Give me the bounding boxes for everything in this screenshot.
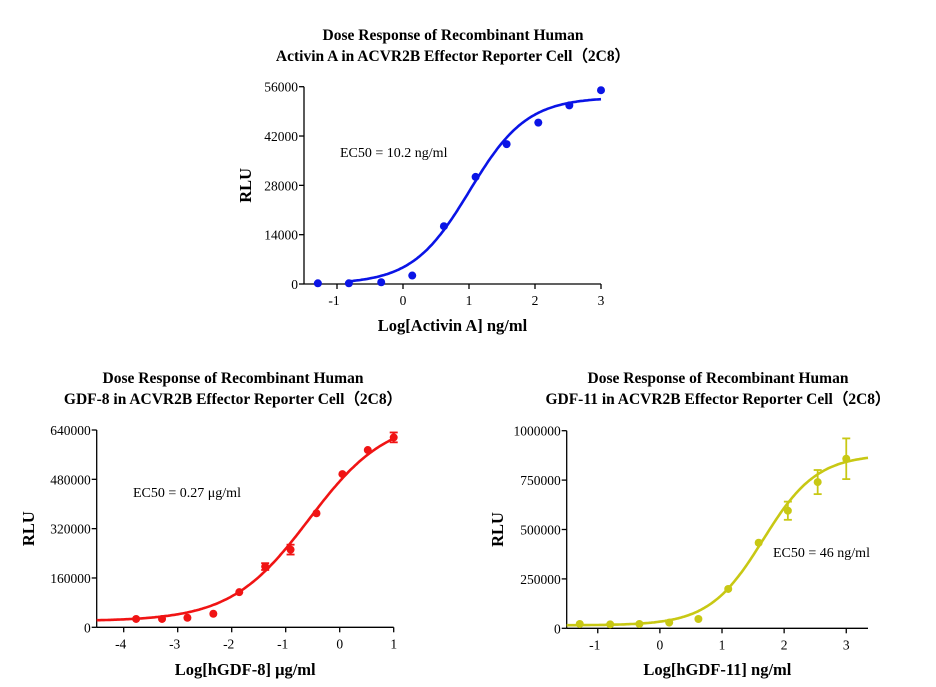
data-point [408, 271, 417, 280]
y-tick-label: 500000 [520, 523, 561, 538]
y-tick-label: 0 [291, 277, 298, 292]
x-tick-label: 3 [843, 637, 850, 652]
y-tick-label: 640000 [50, 423, 91, 438]
data-point [502, 140, 511, 149]
data-point [338, 470, 347, 479]
x-tick-label: 1 [390, 636, 397, 651]
y-tick-label: 42000 [264, 129, 298, 144]
chart-1: Dose Response of Recombinant Human Activi… [236, 27, 630, 335]
y-axis-label: RLU [236, 168, 255, 203]
x-tick-label: 1 [719, 637, 726, 652]
y-tick-label: 1000000 [513, 424, 561, 439]
data-point [813, 478, 822, 487]
data-point [606, 620, 615, 629]
x-tick-label: 3 [598, 293, 605, 308]
data-point [665, 618, 674, 627]
x-tick-label: -4 [115, 636, 126, 651]
x-tick-label: 0 [336, 636, 343, 651]
data-point [471, 172, 480, 181]
data-point [132, 614, 141, 623]
y-axis-label: RLU [19, 511, 38, 546]
x-tick-label: 1 [466, 293, 473, 308]
ec50-annotation: EC50 = 10.2 ng/ml [340, 146, 448, 161]
data-point [439, 222, 448, 231]
data-point [158, 614, 167, 623]
x-axis-label: Log[hGDF-8] μg/ml [175, 660, 316, 679]
fit-curve [96, 437, 395, 622]
x-tick-label: 0 [400, 293, 407, 308]
x-axis-label: Log[Activin A] ng/ml [378, 316, 528, 335]
x-tick-label: -2 [223, 636, 234, 651]
y-tick-label: 28000 [264, 178, 298, 193]
data-point [363, 446, 372, 455]
data-point [575, 619, 584, 628]
data-point [597, 86, 605, 95]
chart-3: Dose Response of Recombinant Human GDF-11… [488, 370, 891, 679]
x-tick-label: 2 [781, 637, 788, 652]
x-tick-label: -1 [277, 636, 288, 651]
chart-title-line: Dose Response of Recombinant Human [588, 370, 849, 387]
data-point [261, 562, 270, 571]
chart-2: Dose Response of Recombinant Human GDF-8 … [19, 370, 402, 679]
chart-title-line: GDF-8 in ACVR2B Effector Reporter Cell（2… [64, 390, 402, 408]
y-tick-label: 56000 [264, 80, 298, 95]
chart-title-line: Dose Response of Recombinant Human [103, 370, 364, 387]
data-point [235, 588, 244, 597]
chart-title-line: Dose Response of Recombinant Human [323, 27, 584, 44]
x-tick-label: -1 [328, 293, 339, 308]
data-point [534, 118, 543, 127]
y-tick-label: 320000 [50, 522, 91, 537]
data-point [312, 509, 321, 518]
chart-title-line: GDF-11 in ACVR2B Effector Reporter Cell（… [545, 390, 890, 408]
y-tick-label: 480000 [50, 472, 91, 487]
y-tick-label: 0 [554, 621, 561, 636]
ec50-annotation: EC50 = 0.27 μg/ml [133, 486, 241, 501]
data-point [377, 278, 386, 287]
data-point [694, 615, 703, 624]
fit-curve [347, 97, 602, 283]
data-point [389, 433, 398, 442]
data-point [842, 454, 851, 463]
x-tick-label: -3 [169, 636, 180, 651]
y-tick-label: 750000 [520, 473, 561, 488]
y-axis-label: RLU [488, 512, 507, 547]
x-axis-label: Log[hGDF-11] ng/ml [643, 660, 791, 679]
y-tick-label: 0 [84, 620, 91, 635]
y-tick-label: 160000 [50, 571, 91, 586]
ec50-annotation: EC50 = 46 ng/ml [773, 546, 870, 561]
x-tick-label: 2 [532, 293, 539, 308]
data-point [183, 613, 192, 622]
data-point [313, 279, 322, 288]
data-point [724, 584, 733, 593]
data-point [286, 545, 295, 554]
y-tick-label: 14000 [264, 228, 298, 243]
y-tick-label: 250000 [520, 572, 561, 587]
chart-title-line: Activin A in ACVR2B Effector Reporter Ce… [276, 47, 630, 65]
data-point [754, 538, 763, 547]
fit-curve [566, 456, 869, 627]
data-point [783, 506, 792, 515]
x-tick-label: 0 [657, 637, 664, 652]
data-point [209, 609, 218, 618]
x-tick-label: -1 [589, 637, 600, 652]
data-point [344, 279, 353, 288]
data-point [565, 101, 574, 110]
data-point [635, 619, 644, 628]
